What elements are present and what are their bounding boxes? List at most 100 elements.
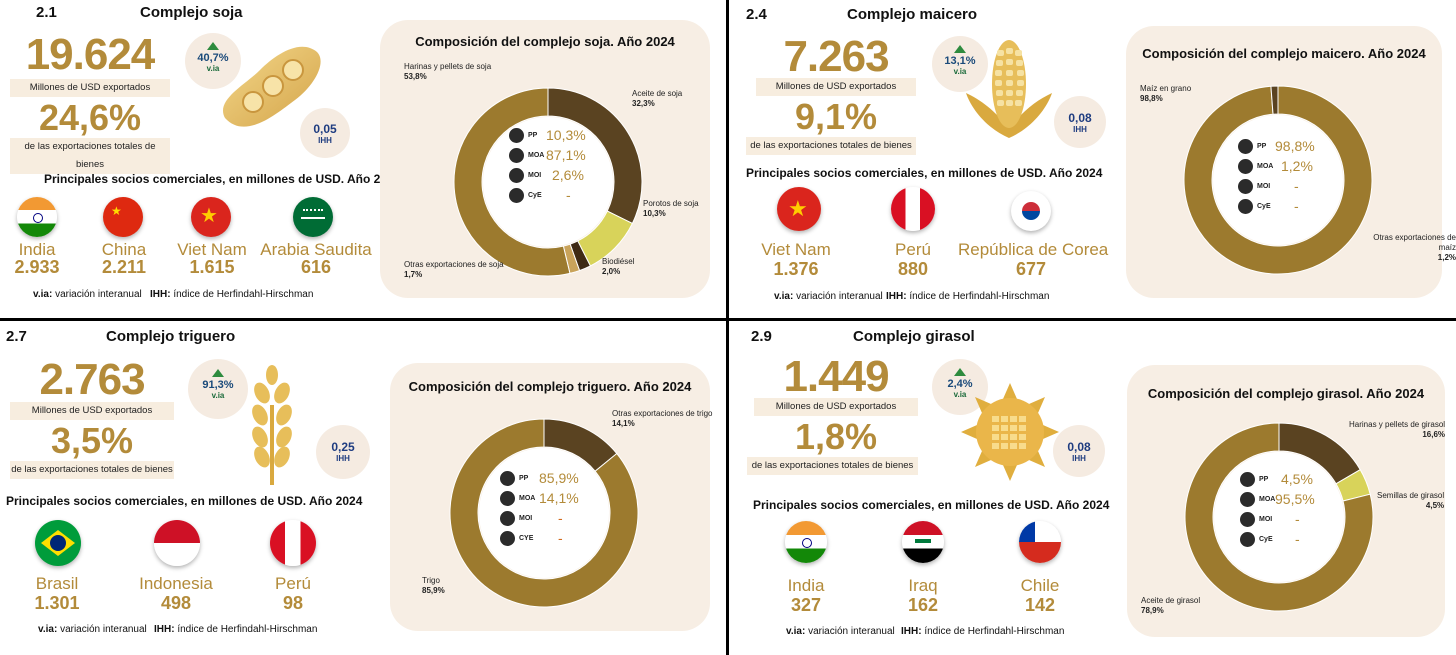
- donut-slice-1: [449, 418, 639, 608]
- export-share: 1,8%: [794, 416, 878, 457]
- pp-value: 98,8%: [1275, 138, 1315, 154]
- partner-name: Arabia Saudita: [260, 240, 372, 259]
- export-value: 1.449: [783, 352, 889, 401]
- flag-peru-icon: [891, 187, 935, 231]
- donut-slice-0: [1183, 85, 1373, 275]
- ihh-value: 0,25: [331, 440, 355, 454]
- panel-title: Complejo girasol: [853, 328, 975, 345]
- slice-label: Harinas y pellets de girasol 16,6%: [1349, 420, 1446, 439]
- partner-name: India: [18, 240, 56, 259]
- panel-number: 2.1: [36, 4, 57, 21]
- partner-name: República de Corea: [958, 240, 1109, 259]
- export-value: 2.763: [39, 355, 145, 404]
- moa-icon: [500, 491, 515, 506]
- moi-label: MOI: [1257, 183, 1271, 190]
- partner-value: 2.933: [14, 257, 60, 277]
- moi-icon: [500, 511, 515, 526]
- slice-label: Aceite de soja 32,3%: [632, 89, 683, 108]
- moi-label: MOI: [528, 172, 542, 179]
- divider-horizontal: [0, 318, 1456, 321]
- panel-soja: 2.1 Complejo soja 19.624 Millones de USD…: [0, 0, 728, 320]
- partner-name: Perú: [895, 240, 931, 259]
- cye-icon: [1240, 532, 1255, 547]
- up-arrow-icon: [954, 368, 966, 376]
- ihh-bubble: 0,25 IHH: [316, 425, 370, 479]
- partner-name: Brasil: [35, 574, 79, 593]
- export-value: 7.263: [783, 32, 889, 81]
- cye-icon: [1238, 199, 1253, 214]
- moi-label: MOI: [1259, 516, 1273, 523]
- chart-title: Composición del complejo maicero. Año 20…: [1142, 46, 1426, 61]
- partner-value: 677: [1015, 259, 1047, 279]
- moa-value: 95,5%: [1275, 491, 1315, 507]
- export-share: 3,5%: [50, 420, 134, 461]
- corn-icon: [966, 40, 1052, 138]
- wheat-icon: [252, 365, 292, 485]
- cye-label: CyE: [1259, 536, 1273, 543]
- partner-value: 1.615: [189, 257, 235, 277]
- moa-value: 1,2%: [1281, 158, 1313, 174]
- legend-ihh: IHH: índice de Herfindahl-Hirschman: [154, 624, 318, 635]
- export-share: 24,6%: [38, 97, 142, 138]
- panel-title: Complejo soja: [140, 4, 243, 21]
- pp-icon: [509, 128, 524, 143]
- moa-icon: [1240, 492, 1255, 507]
- slice-label: Aceite de girasol 78,9%: [1141, 596, 1201, 615]
- slice-label: Biodiésel 2,0%: [602, 257, 635, 276]
- panel-number: 2.9: [751, 328, 772, 345]
- slice-label: Otras exportaciones de trigo 14,1%: [612, 409, 713, 428]
- pp-value: 85,9%: [539, 470, 579, 486]
- up-arrow-icon: [207, 42, 219, 50]
- export-value-caption: Millones de USD exportados: [754, 398, 918, 416]
- partners-title: Principales socios comerciales, en millo…: [44, 172, 401, 186]
- ihh-bubble: 0,08 IHH: [1054, 96, 1106, 148]
- via-value: 13,1%: [944, 55, 976, 67]
- chart-title: Composición del complejo soja. Año 2024: [415, 34, 675, 49]
- flag-peru-icon: [270, 520, 316, 566]
- partner-name: Indonesia: [139, 574, 213, 593]
- slice-label: Trigo 85,9%: [422, 576, 445, 595]
- sunflower-icon: [961, 383, 1059, 481]
- export-share-caption: de las exportaciones totales de bienes: [10, 138, 170, 174]
- ihh-bubble: 0,08 IHH: [1053, 425, 1105, 477]
- cye-icon: [500, 531, 515, 546]
- export-share-caption: de las exportaciones totales de bienes: [747, 457, 918, 475]
- up-arrow-icon: [954, 45, 966, 53]
- moi-value: 2,6%: [552, 167, 584, 183]
- partner-name: Viet Nam: [761, 240, 831, 259]
- cye-value: -: [1295, 531, 1300, 547]
- pp-value: 10,3%: [546, 127, 586, 143]
- partner-value: 98: [282, 593, 304, 613]
- legend-ihh: IHH: índice de Herfindahl-Hirschman: [150, 289, 314, 300]
- moi-value: -: [558, 510, 563, 526]
- panel-number: 2.7: [6, 328, 27, 345]
- cye-label: CyE: [528, 192, 542, 199]
- export-value: 19.624: [25, 30, 156, 79]
- ihh-label: IHH: [318, 136, 332, 145]
- export-share-caption: de las exportaciones totales de bienes: [746, 137, 916, 155]
- via-label: v.ia: [953, 390, 967, 399]
- pp-icon: [1240, 472, 1255, 487]
- export-value-caption: Millones de USD exportados: [10, 79, 170, 97]
- moi-icon: [509, 168, 524, 183]
- donut-hole: [1214, 452, 1344, 582]
- flag-india-icon: [785, 521, 827, 563]
- ihh-value: 0,05: [313, 122, 337, 136]
- partner-name: China: [101, 240, 147, 259]
- donut-slice-4: [453, 87, 571, 277]
- partner-name: Chile: [1020, 576, 1060, 595]
- pp-label: PP: [1259, 476, 1269, 483]
- partner-value: 2.211: [101, 257, 147, 277]
- ihh-value: 0,08: [1067, 440, 1091, 454]
- donut-slice-2: [1184, 422, 1374, 612]
- via-value: 91,3%: [202, 379, 234, 391]
- cye-value: -: [1294, 198, 1299, 214]
- ihh-label: IHH: [336, 454, 350, 463]
- chart-title: Composición del complejo triguero. Año 2…: [408, 379, 692, 394]
- panel-triguero: 2.7 Complejo triguero 2.763 Millones de …: [0, 321, 728, 655]
- donut-chart: [449, 418, 639, 608]
- panel-girasol: 2.9 Complejo girasol 1.449 Millones de U…: [729, 321, 1456, 655]
- via-label: v.ia: [953, 67, 967, 76]
- flag-chile-icon: [1019, 521, 1061, 563]
- slice-label: Semillas de girasol 4,5%: [1377, 491, 1445, 510]
